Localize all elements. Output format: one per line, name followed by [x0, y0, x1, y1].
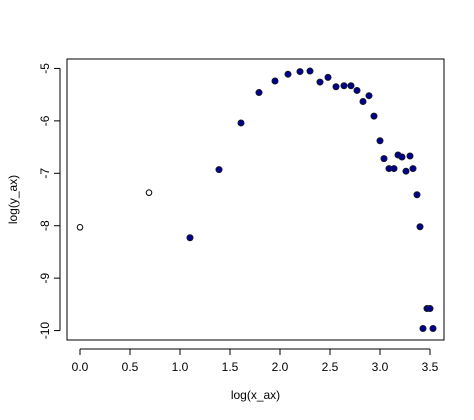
filled-data-point	[398, 153, 406, 161]
filled-data-point	[380, 155, 388, 163]
x-tick-label: 1.0	[172, 360, 189, 374]
filled-data-point	[324, 73, 332, 81]
x-axis: 0.0 0.5 1.0 1.5 2.0 2.5 3.0 3.5	[72, 348, 439, 374]
x-tick-label: 1.5	[222, 360, 239, 374]
x-tick-label: 0.5	[122, 360, 139, 374]
filled-data-point	[186, 234, 194, 242]
x-tick-label: 2.0	[272, 360, 289, 374]
filled-data-point	[215, 166, 223, 174]
filled-data-point	[429, 324, 437, 332]
filled-data-point	[316, 78, 324, 86]
filled-data-point	[340, 82, 348, 90]
filled-data-point	[370, 112, 378, 120]
filled-data-point	[347, 82, 355, 90]
data-points	[76, 67, 437, 332]
filled-data-point	[413, 191, 421, 199]
filled-data-point	[416, 223, 424, 231]
y-axis-title: log(y_ax)	[6, 175, 20, 224]
y-tick-label: -9	[38, 272, 52, 283]
y-tick-label: -8	[38, 220, 52, 231]
filled-data-point	[406, 152, 414, 160]
filled-data-point	[237, 119, 245, 127]
y-axis: -10 -9 -8 -7 -6 -5	[38, 63, 61, 340]
filled-data-point	[332, 83, 340, 91]
plot-area-box	[66, 58, 445, 341]
filled-data-point	[296, 68, 304, 76]
filled-data-point	[306, 67, 314, 75]
filled-data-point	[409, 165, 417, 173]
filled-data-point	[402, 167, 410, 175]
y-tick-label: -5	[38, 63, 52, 74]
filled-data-point	[353, 86, 361, 94]
filled-data-point	[419, 324, 427, 332]
y-tick-label: -6	[38, 115, 52, 126]
filled-data-point	[365, 92, 373, 100]
filled-data-point	[426, 305, 434, 313]
filled-data-point	[390, 165, 398, 173]
filled-data-point	[376, 137, 384, 145]
x-axis-title: log(x_ax)	[231, 388, 280, 402]
x-tick-label: 0.0	[72, 360, 89, 374]
filled-data-point	[359, 97, 367, 105]
filled-data-point	[271, 77, 279, 85]
open-data-point	[76, 223, 84, 231]
x-tick-label: 2.5	[322, 360, 339, 374]
filled-data-point	[255, 89, 263, 97]
y-tick-label: -10	[38, 322, 52, 340]
x-tick-label: 3.5	[422, 360, 439, 374]
open-data-point	[145, 189, 153, 196]
y-tick-label: -7	[38, 168, 52, 179]
filled-data-point	[284, 70, 292, 78]
x-tick-label: 3.0	[372, 360, 389, 374]
